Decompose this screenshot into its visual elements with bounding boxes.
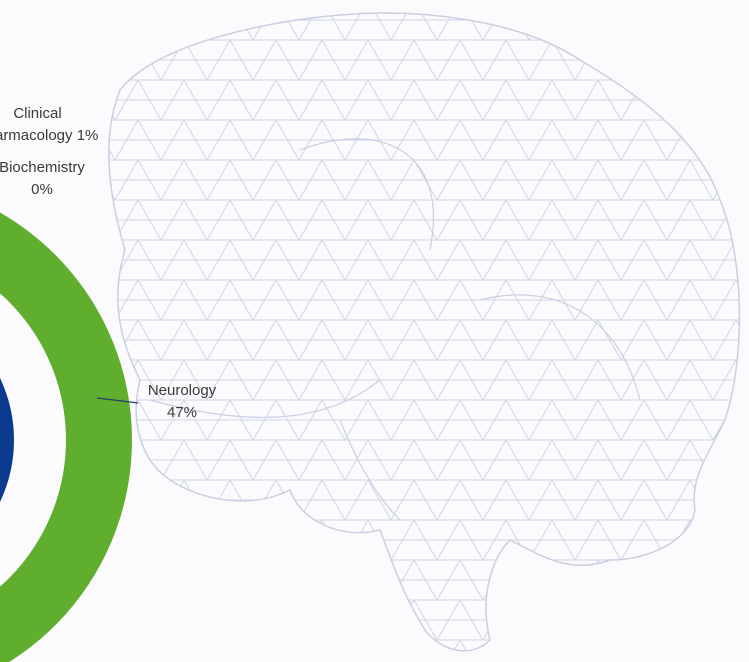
- slice-label: Clinical Pharmacology 1%: [0, 103, 100, 147]
- leader-line: [96, 397, 139, 404]
- brain-fold: [149, 138, 641, 521]
- donut-slice: [0, 212, 133, 662]
- category-label: Neurology: [147, 382, 217, 399]
- value-label: 1%: [76, 127, 99, 144]
- category-label: Biochemistry: [0, 159, 85, 176]
- brain-mesh: [108, 13, 740, 651]
- category-label: Clinical Pharmacology: [0, 105, 73, 144]
- brain-illustration: [108, 12, 741, 652]
- slice-label: Neurology 47%: [142, 380, 222, 424]
- slice-label: Biochemistry 0%: [0, 157, 92, 201]
- donut: [0, 212, 133, 662]
- value-label: 0%: [31, 181, 53, 198]
- value-label: 47%: [166, 404, 198, 421]
